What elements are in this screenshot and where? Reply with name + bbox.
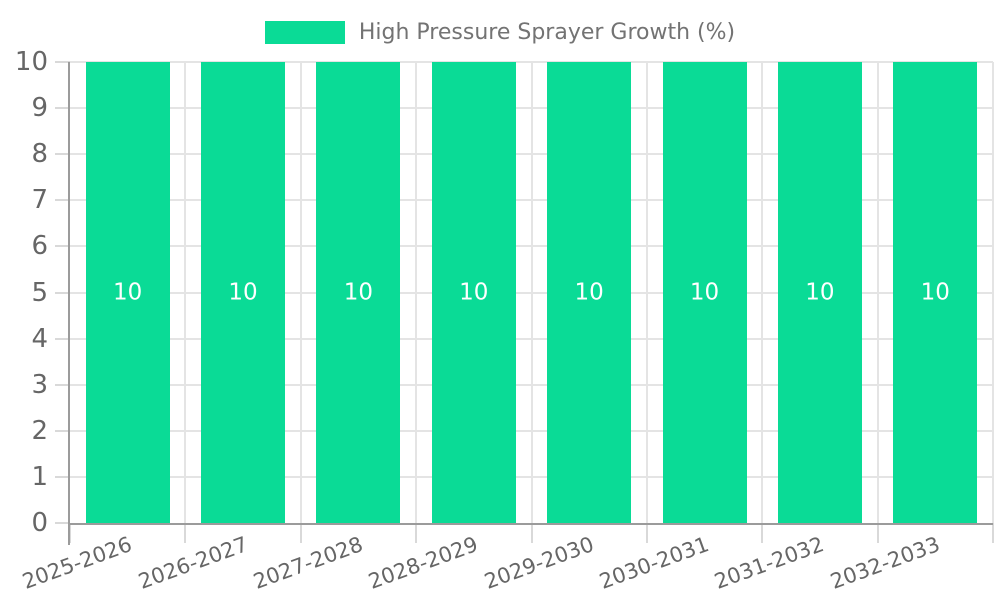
y-tick-label: 0 <box>31 508 48 538</box>
y-tick-label: 6 <box>31 231 48 262</box>
y-tick-label: 7 <box>31 185 48 216</box>
x-category-label: 2028-2029 <box>365 532 482 594</box>
bar[interactable] <box>547 62 632 523</box>
x-grid-line <box>761 62 764 523</box>
y-axis-tick <box>55 61 70 63</box>
y-tick-label: 1 <box>31 461 48 492</box>
x-axis-tick <box>184 523 187 543</box>
x-category-label: 2027-2028 <box>250 532 366 594</box>
x-category-label: 2025-2026 <box>19 532 136 594</box>
bar[interactable] <box>662 62 747 523</box>
bar[interactable] <box>316 62 401 523</box>
bar-value-label: 10 <box>805 279 835 305</box>
bar-value-label: 10 <box>574 279 604 305</box>
bar-value-label: 10 <box>920 279 950 305</box>
y-axis-tick <box>55 153 70 156</box>
y-axis-tick <box>55 245 70 248</box>
x-axis-tick <box>530 523 533 543</box>
y-axis-tick <box>55 383 70 386</box>
bar[interactable] <box>85 62 170 523</box>
x-category-label: 2029-2030 <box>480 532 597 594</box>
y-tick-label: 10 <box>14 47 48 77</box>
y-tick-label: 8 <box>31 139 48 170</box>
x-axis-tick <box>645 523 648 543</box>
x-grid-line <box>645 62 648 523</box>
x-grid-line <box>299 62 302 523</box>
y-tick-label: 2 <box>31 415 48 446</box>
x-axis-tick <box>415 523 418 543</box>
legend-swatch[interactable] <box>264 21 345 44</box>
x-axis-tick <box>992 523 994 543</box>
x-axis-tick <box>69 523 71 543</box>
y-axis-tick <box>55 475 70 478</box>
y-axis-line <box>68 62 70 545</box>
y-tick-label: 4 <box>31 323 48 354</box>
y-axis-tick <box>55 522 70 524</box>
y-axis-tick <box>55 107 70 110</box>
legend[interactable]: High Pressure Sprayer Growth (%) <box>0 20 1000 45</box>
bar-value-label: 10 <box>459 279 489 305</box>
x-category-label: 2031-2032 <box>711 532 828 594</box>
bar-value-label: 10 <box>343 279 374 305</box>
y-axis-tick <box>55 337 70 340</box>
x-grid-line <box>992 62 994 523</box>
bar[interactable] <box>893 62 978 523</box>
y-axis-tick <box>55 429 70 432</box>
x-grid-line <box>415 62 418 523</box>
x-category-label: 2030-2031 <box>596 532 713 594</box>
bar[interactable] <box>201 62 286 523</box>
y-tick-label: 9 <box>31 93 48 124</box>
bar-value-label: 10 <box>228 279 258 305</box>
x-axis-line <box>68 523 993 525</box>
bar-value-label: 10 <box>689 279 720 305</box>
x-category-label: 2026-2027 <box>134 532 251 594</box>
x-grid-line <box>530 62 533 523</box>
bar-value-label: 10 <box>113 279 143 305</box>
legend-label[interactable]: High Pressure Sprayer Growth (%) <box>358 20 736 45</box>
y-axis-tick <box>55 291 70 294</box>
x-grid-line <box>876 62 879 523</box>
y-axis-tick <box>55 199 70 202</box>
x-axis-tick <box>876 523 879 543</box>
x-grid-line <box>184 62 187 523</box>
y-tick-label: 5 <box>31 277 48 308</box>
bar[interactable] <box>431 62 516 523</box>
bar[interactable] <box>777 62 862 523</box>
y-tick-label: 3 <box>31 369 48 400</box>
x-category-label: 2032-2033 <box>827 532 943 594</box>
x-axis-tick <box>761 523 764 543</box>
x-axis-tick <box>299 523 302 543</box>
